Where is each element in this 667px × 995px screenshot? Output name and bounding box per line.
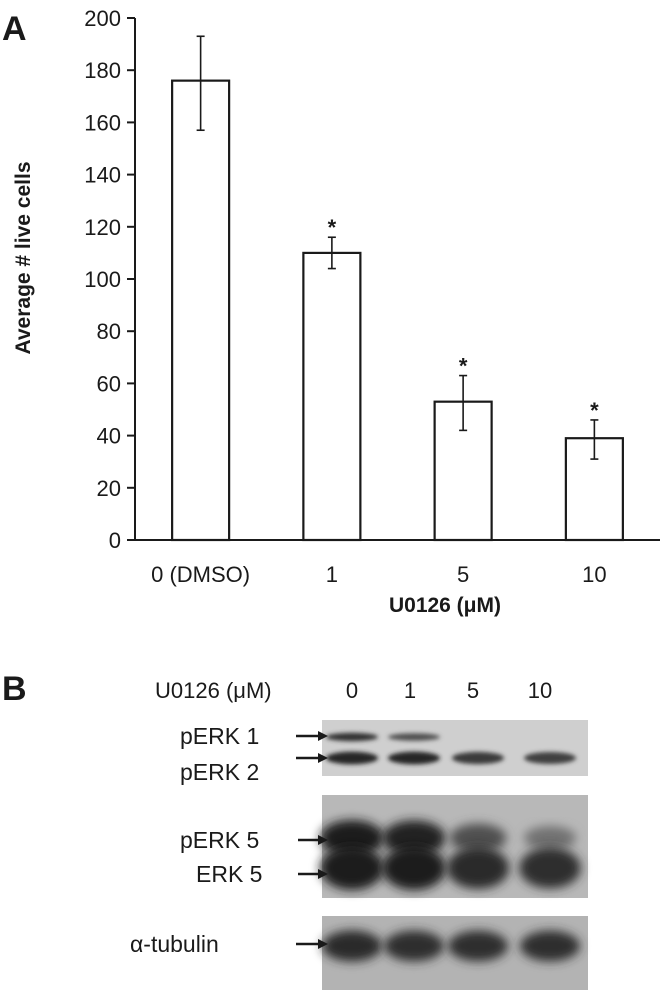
blot-strip-perk12 — [322, 720, 588, 776]
error-bar — [196, 35, 205, 132]
band — [384, 930, 444, 962]
y-axis-ticks: 0 20 40 60 80 100 120 140 160 180 200 — [84, 6, 135, 553]
lane-label: 10 — [528, 678, 552, 703]
y-tick-label: 60 — [97, 371, 121, 396]
error-bar — [327, 236, 336, 270]
label-perk2: pERK 2 — [180, 759, 259, 785]
panel-b-western-blot: B U0126 (μM) 0 1 5 10 pERK 1 pERK 2 pERK 5 … — [2, 670, 588, 990]
significance-star: * — [328, 215, 337, 240]
band — [524, 826, 576, 850]
band — [320, 820, 384, 856]
label-perk5: pERK 5 — [180, 827, 259, 853]
y-tick-label: 100 — [84, 267, 121, 292]
band — [326, 751, 378, 765]
y-tick-label: 180 — [84, 58, 121, 83]
significance-marks: * * * — [328, 215, 600, 423]
x-tick-label: 0 (DMSO) — [151, 562, 250, 587]
band — [448, 930, 508, 962]
y-tick-label: 20 — [97, 476, 121, 501]
bar — [171, 79, 231, 542]
y-tick-label: 160 — [84, 110, 121, 135]
y-tick-label: 200 — [84, 6, 121, 31]
lane-label: 5 — [467, 678, 479, 703]
y-tick-label: 80 — [97, 319, 121, 344]
treatment-label: U0126 (μM) — [155, 678, 272, 703]
y-tick-label: 140 — [84, 163, 121, 188]
blot-perk12-bands — [326, 732, 576, 765]
band — [446, 846, 510, 890]
band — [322, 930, 382, 962]
blot-tubulin-bands — [322, 930, 580, 962]
band — [388, 733, 440, 741]
x-tick-label: 1 — [326, 562, 338, 587]
band — [520, 930, 580, 962]
significance-star: * — [590, 398, 599, 423]
lane-label: 1 — [404, 678, 416, 703]
y-tick-label: 120 — [84, 215, 121, 240]
lane-label: 0 — [346, 678, 358, 703]
arrow-perk1 — [296, 731, 328, 741]
x-axis-title: U0126 (μM) — [389, 594, 501, 617]
band — [388, 751, 440, 765]
arrow-erk5 — [298, 869, 328, 879]
arrow-perk5 — [298, 835, 328, 845]
y-axis-title: Average # live cells — [12, 161, 35, 354]
arrow-perk2 — [296, 753, 328, 763]
label-erk5: ERK 5 — [196, 861, 262, 887]
significance-star: * — [459, 354, 468, 379]
panel-a-bar-chart: A 0 20 40 60 80 100 120 140 160 180 200 * * * 0 (DMS… — [2, 6, 660, 617]
error-bar — [459, 374, 468, 432]
panel-a-letter: A — [2, 10, 27, 48]
label-perk1: pERK 1 — [180, 723, 259, 749]
blot-erk5-bands — [320, 820, 581, 890]
band — [320, 846, 384, 890]
y-tick-label: 0 — [109, 528, 121, 553]
y-tick-label: 40 — [97, 424, 121, 449]
x-tick-label: 10 — [582, 562, 606, 587]
band — [449, 823, 507, 853]
band — [382, 846, 446, 890]
arrow-tubulin — [296, 939, 328, 949]
band — [326, 732, 378, 742]
x-tick-label: 5 — [457, 562, 469, 587]
band — [382, 820, 446, 856]
bar — [302, 251, 362, 542]
band — [452, 751, 504, 765]
panel-b-letter: B — [2, 670, 27, 708]
x-tick-labels: 0 (DMSO) 1 5 10 — [151, 562, 606, 587]
label-tubulin: α-tubulin — [130, 931, 219, 957]
error-bars — [196, 35, 599, 460]
lane-labels: 0 1 5 10 — [346, 678, 552, 703]
bars — [171, 79, 624, 542]
error-bar — [590, 419, 599, 460]
band — [524, 752, 576, 764]
band — [519, 847, 581, 889]
